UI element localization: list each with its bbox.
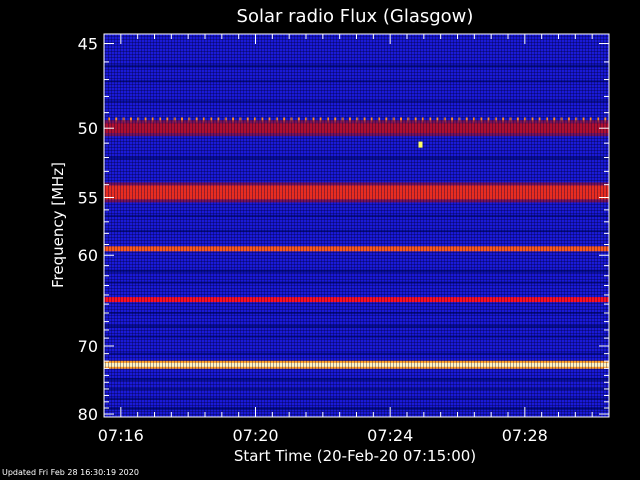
y-axis-label: Frequency [MHz]	[49, 162, 67, 288]
y-tick-label: 70	[78, 337, 98, 356]
y-tick-label: 45	[78, 35, 98, 54]
x-tick-label: 07:16	[98, 426, 144, 445]
plot-texture-vertical	[104, 34, 609, 417]
x-axis-label: Start Time (20-Feb-20 07:15:00)	[234, 447, 476, 465]
y-tick-label: 50	[78, 119, 98, 138]
chart-title: Solar radio Flux (Glasgow)	[237, 6, 474, 27]
x-tick-label: 07:24	[367, 426, 413, 445]
spot-layer	[418, 141, 423, 148]
y-tick-label: 80	[78, 405, 98, 424]
updated-footer: Updated Fri Feb 28 16:30:19 2020	[2, 468, 139, 477]
y-tick-label: 55	[78, 189, 98, 208]
burst-spot	[418, 141, 423, 148]
y-tick-label: 60	[78, 246, 98, 265]
x-tick-label: 07:28	[502, 426, 548, 445]
x-tick-label: 07:20	[232, 426, 278, 445]
